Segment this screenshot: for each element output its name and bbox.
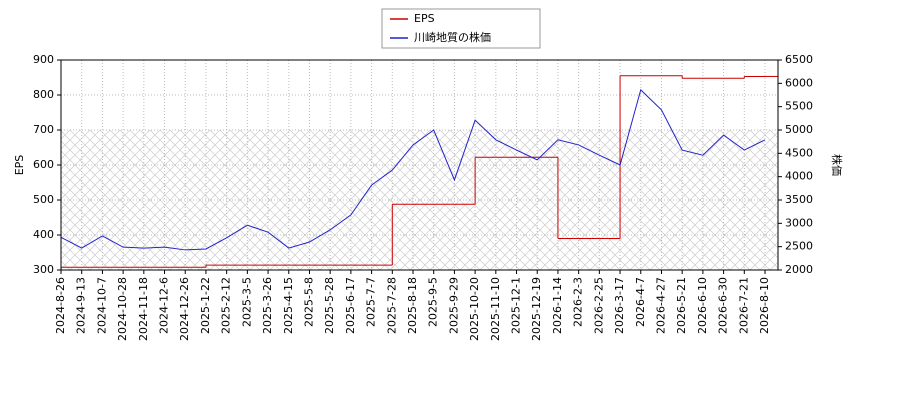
x-tick-label: 2025-4-15	[282, 277, 295, 334]
x-tick-label: 2025-1-22	[199, 277, 212, 334]
x-tick-label: 2025-5-28	[323, 277, 336, 334]
y2-tick-label: 2500	[785, 240, 813, 253]
x-tick-label: 2024-9-13	[75, 277, 88, 334]
y2-tick-label: 6500	[785, 53, 813, 66]
y-tick-label: 400	[33, 228, 54, 241]
x-tick-label: 2024-10-7	[95, 277, 108, 334]
x-tick-label: 2026-1-14	[551, 277, 564, 334]
plot-frame	[60, 59, 779, 271]
y2-tick-label: 4000	[785, 170, 813, 183]
y2-tick-label: 2000	[785, 263, 813, 276]
x-tick-label: 2026-3-17	[613, 277, 626, 334]
x-tick-label: 2025-12-19	[530, 277, 543, 341]
legend-box	[381, 8, 541, 49]
x-tick-label: 2025-11-10	[489, 277, 502, 341]
x-tick-label: 2025-3-5	[240, 277, 253, 327]
x-tick-label: 2024-11-18	[137, 277, 150, 341]
legend: EPS 川崎地質の株価	[381, 8, 541, 49]
y2-tick-label: 3500	[785, 193, 813, 206]
x-tick-label: 2025-3-26	[261, 277, 274, 334]
x-tick-label: 2024-12-26	[178, 277, 191, 341]
x-tick-label: 2026-6-30	[717, 277, 730, 334]
x-tick-label: 2025-2-12	[220, 277, 233, 334]
x-tick-label: 2025-6-17	[344, 277, 357, 334]
y-tick-label: 900	[33, 53, 54, 66]
y-tick-label: 700	[33, 123, 54, 136]
y2-tick-label: 4500	[785, 146, 813, 159]
y2-axis-label: 株価	[830, 154, 844, 176]
x-tick-label: 2026-7-21	[737, 277, 750, 334]
x-tick-label: 2025-7-7	[365, 277, 378, 327]
price-line	[60, 88, 766, 251]
y-tick-label: 300	[33, 263, 54, 276]
x-tick-label: 2024-10-28	[116, 277, 129, 341]
legend-label: 川崎地質の株価	[414, 30, 491, 44]
y-tick-label: 800	[33, 88, 54, 101]
x-tick-label: 2025-12-1	[510, 277, 523, 334]
x-tick-label: 2026-4-27	[654, 277, 667, 334]
x-tick-label: 2026-5-21	[675, 277, 688, 334]
x-tick-label: 2025-9-29	[447, 277, 460, 334]
x-tick-label: 2026-4-7	[634, 277, 647, 327]
x-tick-label: 2025-7-28	[385, 277, 398, 334]
y2-tick-label: 5000	[785, 123, 813, 136]
x-tick-label: 2026-2-3	[572, 277, 585, 327]
legend-label: EPS	[414, 12, 435, 25]
x-tick-label: 2026-2-25	[592, 277, 605, 334]
y2-tick-label: 3000	[785, 216, 813, 229]
x-tick-label: 2026-6-10	[696, 277, 709, 334]
y2-tick-label: 6000	[785, 76, 813, 89]
x-tick-label: 2025-10-20	[468, 277, 481, 341]
x-tick-label: 2025-9-5	[427, 277, 440, 327]
y-axis-label: EPS	[13, 155, 26, 176]
y2-tick-label: 5500	[785, 100, 813, 113]
x-tick-label: 2024-8-26	[54, 277, 67, 334]
y-tick-label: 600	[33, 158, 54, 171]
x-tick-label: 2026-8-10	[758, 277, 771, 334]
x-tick-label: 2024-12-6	[158, 277, 171, 334]
x-tick-label: 2025-8-18	[406, 277, 419, 334]
x-tick-label: 2025-5-8	[302, 277, 315, 327]
y-tick-label: 500	[33, 193, 54, 206]
